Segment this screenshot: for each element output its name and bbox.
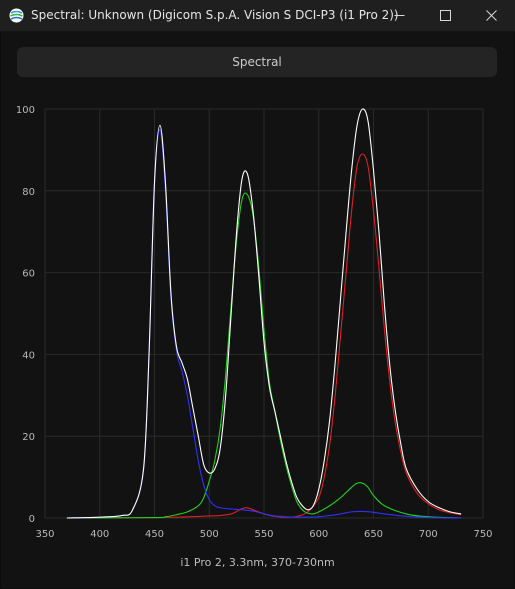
x-tick-label: 550 (254, 529, 273, 540)
x-tick-label: 700 (419, 529, 438, 540)
x-tick-label: 750 (473, 529, 492, 540)
y-tick-label: 40 (22, 350, 35, 361)
title-bar: Spectral: Unknown (Digicom S.p.A. Vision… (0, 0, 515, 32)
close-icon (486, 10, 497, 21)
x-tick-label: 450 (145, 529, 164, 540)
minimize-button[interactable] (377, 0, 423, 31)
red-series (66, 153, 462, 519)
y-tick-label: 100 (16, 105, 35, 116)
x-tick-label: 650 (364, 529, 383, 540)
y-tick-label: 60 (22, 269, 35, 280)
x-tick-label: 400 (90, 529, 109, 540)
y-tick-label: 80 (22, 187, 35, 198)
x-tick-label: 600 (309, 529, 328, 540)
x-tick-label: 350 (35, 529, 54, 540)
y-tick-label: 20 (22, 432, 35, 443)
colorimeter-app-icon (9, 8, 24, 23)
y-tick-label: 0 (29, 514, 35, 525)
maximize-icon (440, 10, 451, 21)
main-content: Spectral 350 400 450 500 550 600 650 700 750 0 20 4… (1, 32, 514, 588)
x-tick-label: 500 (200, 529, 219, 540)
spectral-mode-button[interactable]: Spectral (17, 47, 497, 77)
measurement-caption: i1 Pro 2, 3.3nm, 370-730nm (180, 556, 335, 569)
close-button[interactable] (469, 0, 515, 31)
window-title: Spectral: Unknown (Digicom S.p.A. Vision… (31, 8, 399, 22)
maximize-button[interactable] (423, 0, 469, 31)
white-total-series (66, 108, 462, 519)
spectral-chart: 350 400 450 500 550 600 650 700 750 0 20 40 60 80 100 (16, 105, 493, 540)
minimize-icon (394, 15, 405, 16)
